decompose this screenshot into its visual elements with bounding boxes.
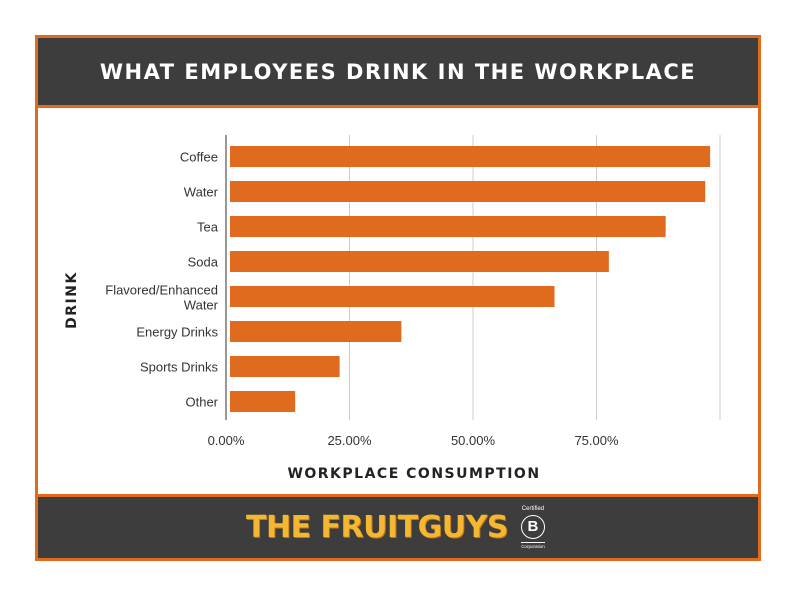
x-axis-title: WORKPLACE CONSUMPTION — [287, 466, 540, 482]
header-bar: WHAT EMPLOYEES DRINK IN THE WORKPLACE — [38, 38, 758, 108]
bar-1 — [230, 181, 706, 202]
bcorp-corporation-label: Corporation — [521, 543, 545, 549]
category-label-7: Other — [185, 395, 218, 410]
footer-bar: THE FRUITGUYS Certified B Corporation — [38, 494, 758, 558]
y-axis-title: DRINK — [64, 271, 80, 329]
x-tick-label-1: 25.00% — [327, 433, 372, 448]
bcorp-badge: Certified B Corporation — [516, 506, 550, 550]
bar-6 — [230, 356, 340, 377]
bcorp-certified-label: Certified — [521, 505, 545, 512]
chart-title: WHAT EMPLOYEES DRINK IN THE WORKPLACE — [99, 59, 697, 84]
category-label-3: Soda — [188, 255, 219, 270]
x-tick-label-3: 75.00% — [574, 433, 619, 448]
bcorp-b-icon: B — [520, 514, 545, 539]
category-label-0: Coffee — [180, 150, 218, 165]
bcorp-divider — [520, 541, 545, 543]
fruitguys-logo: THE FRUITGUYS — [246, 510, 508, 545]
x-tick-label-0: 0.00% — [208, 433, 245, 448]
infographic-frame: WHAT EMPLOYEES DRINK IN THE WORKPLACE TH… — [35, 35, 761, 561]
bar-5 — [230, 321, 402, 342]
bar-0 — [230, 146, 711, 167]
category-label-1: Water — [184, 185, 219, 200]
bar-7 — [230, 391, 296, 412]
bar-4 — [230, 286, 555, 307]
category-label-2: Tea — [197, 220, 219, 235]
category-label-5: Energy Drinks — [136, 325, 218, 340]
x-tick-label-2: 50.00% — [451, 433, 496, 448]
category-label-6: Sports Drinks — [140, 360, 219, 375]
bar-3 — [230, 251, 609, 272]
bar-2 — [230, 216, 666, 237]
category-label-4: Flavored/Enhanced Water — [105, 283, 218, 313]
